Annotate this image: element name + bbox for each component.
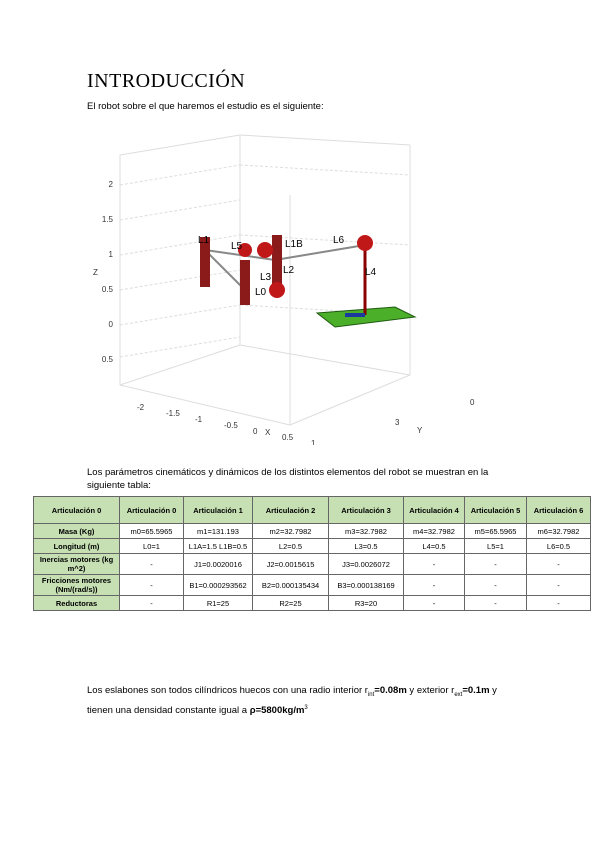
table-cell: - <box>526 553 591 575</box>
figure-label: -1 <box>195 415 203 424</box>
table-cell: m6=32.7982 <box>526 523 591 539</box>
table-cell: L3=0.5 <box>328 538 404 554</box>
table-cell: R3=20 <box>328 595 404 611</box>
table-cell: B1=0.000293562 <box>183 574 253 596</box>
figure-label: -1.5 <box>166 409 180 418</box>
table-cell: Articulación 0 <box>119 496 184 524</box>
figure-label: Z <box>93 268 98 277</box>
table-cell: m4=32.7982 <box>403 523 465 539</box>
robot <box>200 235 417 328</box>
table-cell: R2=25 <box>252 595 329 611</box>
figure-label: 0 <box>253 427 258 436</box>
table-intro: Los parámetros cinemáticos y dinámicos d… <box>87 467 489 491</box>
table-cell: m2=32.7982 <box>252 523 329 539</box>
figure-label: L1B <box>285 239 303 250</box>
table-cell: - <box>119 553 184 575</box>
table-row: Masa (Kg) m0=65.5965 m1=131.193 m2=32.7982 m… <box>33 523 591 539</box>
text: y exterior r <box>406 685 455 696</box>
table-cell: Fricciones motores (Nm/(rad/s)) <box>33 574 120 596</box>
table-cell: Articulación 1 <box>183 496 253 524</box>
table-cell: J1=0.0020016 <box>183 553 253 575</box>
table-cell: L6=0.5 <box>526 538 591 554</box>
header-row: Articulación 0 Articulación 0 Articulación… <box>33 496 591 524</box>
text: 3 <box>304 704 308 711</box>
table-row: Longitud (m) L0=1 L1A=1.5 L1B=0.5 L2=0.5 L3=… <box>33 538 591 554</box>
table-cell: Articulación 0 <box>33 496 120 524</box>
table-cell: L5=1 <box>464 538 527 554</box>
table-cell: - <box>464 574 527 596</box>
figure-label: -0.5 <box>224 421 238 430</box>
table-cell: Masa (Kg) <box>33 523 120 539</box>
table-cell: Inercias motores (kg m^2) <box>33 553 120 575</box>
text: y tienen una densidad constante igual a <box>87 685 497 717</box>
table-cell: - <box>526 574 591 596</box>
figure-label: 1 <box>109 250 114 259</box>
table-cell: Articulación 2 <box>252 496 329 524</box>
heading: INTRODUCCIÓN <box>87 70 246 92</box>
text: ρ=5800kg/m <box>249 705 305 717</box>
figure-label: X <box>265 428 271 437</box>
figure-label: 1 <box>311 439 316 445</box>
table-row: Fricciones motores (Nm/(rad/s)) - B1=0.000… <box>33 574 591 596</box>
table-cell: B2=0.000135434 <box>252 574 329 596</box>
table-cell: Reductoras <box>33 595 120 611</box>
table-cell: m1=131.193 <box>183 523 253 539</box>
table-cell: - <box>403 553 465 575</box>
figure-label: 0.5 <box>102 285 114 294</box>
table-cell: Articulación 5 <box>464 496 527 524</box>
text: Los eslabones son todos cilíndricos huec… <box>87 685 368 696</box>
table-cell: Articulación 6 <box>526 496 591 524</box>
table-cell: - <box>403 595 465 611</box>
table-cell: Longitud (m) <box>33 538 120 554</box>
table-cell: L0=1 <box>119 538 184 554</box>
table-cell: L4=0.5 <box>403 538 465 554</box>
intro: El robot sobre el que haremos el estudio… <box>87 101 324 112</box>
figure-label: 0.5 <box>102 355 114 364</box>
table-cell: m0=65.5965 <box>119 523 184 539</box>
figure-label: L1 <box>198 235 210 246</box>
text: int <box>367 691 375 698</box>
text: =0.08m <box>374 685 407 696</box>
figure-label: L5 <box>231 241 243 252</box>
table-cell: B3=0.000138169 <box>328 574 404 596</box>
figure-label: L0 <box>255 287 267 298</box>
table-cell: R1=25 <box>183 595 253 611</box>
table-row: Inercias motores (kg m^2) - J1=0.0020016 J2… <box>33 553 591 575</box>
text: ext <box>454 691 463 698</box>
table-cell: - <box>403 574 465 596</box>
closing: Los eslabones son todos cilíndricos huec… <box>87 684 517 717</box>
figure-label: 2 <box>109 180 114 189</box>
table-cell: L2=0.5 <box>252 538 329 554</box>
figure-label: L4 <box>365 267 377 278</box>
table-cell: - <box>464 553 527 575</box>
table-cell: - <box>526 595 591 611</box>
plot-box <box>119 134 411 426</box>
figure-label: L6 <box>333 235 345 246</box>
robot-figure: 21.510.500.5Z-2-1.5-1-0.500.511.5X30YL1L… <box>93 134 475 445</box>
table-cell: - <box>119 574 184 596</box>
figure-label: 0 <box>470 398 475 407</box>
figure-label: L2 <box>283 265 295 276</box>
figure-label: Y <box>417 426 423 435</box>
table-cell: - <box>464 595 527 611</box>
text: =0.1m <box>462 685 490 696</box>
table-cell: J3=0.0026072 <box>328 553 404 575</box>
parameters-table: Articulación 0 Articulación 0 Articulación… <box>33 496 591 611</box>
figure-label: 3 <box>395 418 400 427</box>
figure-label: 0 <box>109 320 114 329</box>
table-cell: Articulación 3 <box>328 496 404 524</box>
table-cell: J2=0.0015615 <box>252 553 329 575</box>
table-cell: m5=65.5965 <box>464 523 527 539</box>
table-row: Reductoras - R1=25 R2=25 R3=20- - - <box>33 595 591 611</box>
table-cell: m3=32.7982 <box>328 523 404 539</box>
table-cell: - <box>119 595 184 611</box>
table-cell: Articulación 4 <box>403 496 465 524</box>
figure-label: L3 <box>260 272 272 283</box>
figure-label: 0.5 <box>282 433 294 442</box>
figure-label: -2 <box>137 403 145 412</box>
table-cell: L1A=1.5 L1B=0.5 <box>183 538 253 554</box>
figure-label: 1.5 <box>102 215 114 224</box>
